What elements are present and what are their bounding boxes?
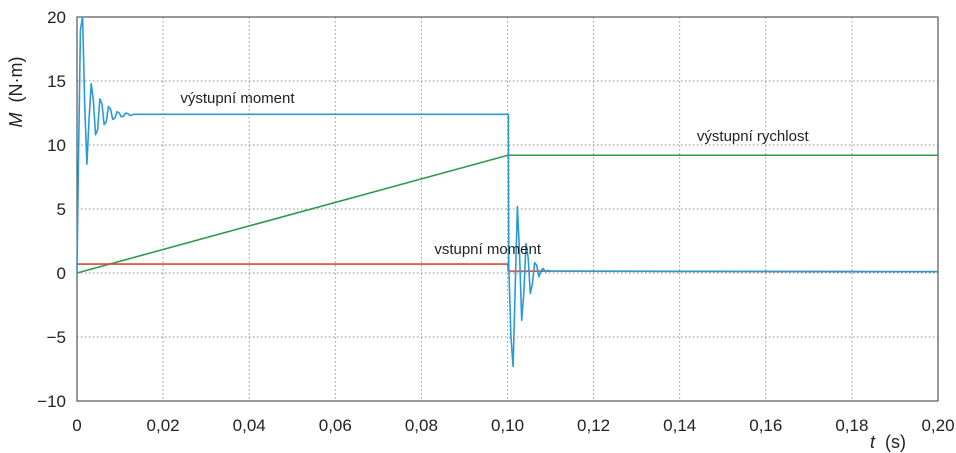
annotation-label: výstupní rychlost xyxy=(697,128,810,145)
series-line-output-torque xyxy=(76,16,939,368)
annotation-label: vstupní moment xyxy=(434,241,542,258)
x-tick-label: 0,08 xyxy=(405,416,438,435)
grid xyxy=(77,17,938,401)
y-tick-label: 0 xyxy=(57,264,66,283)
y-axis-unit: (N·m) xyxy=(6,57,26,103)
x-tick-label: 0,06 xyxy=(319,416,352,435)
axes xyxy=(76,16,939,402)
x-axis-unit: (s) xyxy=(885,432,906,452)
x-tick-label: 0,12 xyxy=(577,416,610,435)
tick-labels: 0 0,02 0,04 0,06 0,08 0,10 0,12 0,14 0,16 0,18 0,2… xyxy=(37,8,954,435)
x-tick-label: 0,14 xyxy=(663,416,696,435)
x-axis-variable: t xyxy=(870,432,876,452)
annotation-label: výstupní moment xyxy=(180,90,295,107)
y-tick-label: 15 xyxy=(47,72,66,91)
plot-series xyxy=(76,16,939,368)
y-tick-label: −5 xyxy=(47,328,66,347)
y-tick-label: 10 xyxy=(47,136,66,155)
x-tick-label: 0,16 xyxy=(749,416,782,435)
x-tick-label: 0,20 xyxy=(921,416,954,435)
y-axis-label: M (N·m) xyxy=(6,57,26,128)
series-line-input-torque xyxy=(77,263,939,273)
x-tick-label: 0,18 xyxy=(835,416,868,435)
y-tick-label: 20 xyxy=(47,8,66,27)
x-tick-label: 0 xyxy=(72,416,81,435)
x-tick-label: 0,04 xyxy=(233,416,266,435)
annotations: výstupní moment výstupní rychlost vstupní … xyxy=(180,90,809,258)
plot-frame xyxy=(76,16,939,402)
y-axis-variable: M xyxy=(6,113,26,128)
x-tick-label: 0,10 xyxy=(491,416,524,435)
y-tick-label: 5 xyxy=(57,200,66,219)
x-axis-label: t (s) xyxy=(870,432,906,452)
y-tick-label: −10 xyxy=(37,392,66,411)
x-tick-label: 0,02 xyxy=(147,416,180,435)
